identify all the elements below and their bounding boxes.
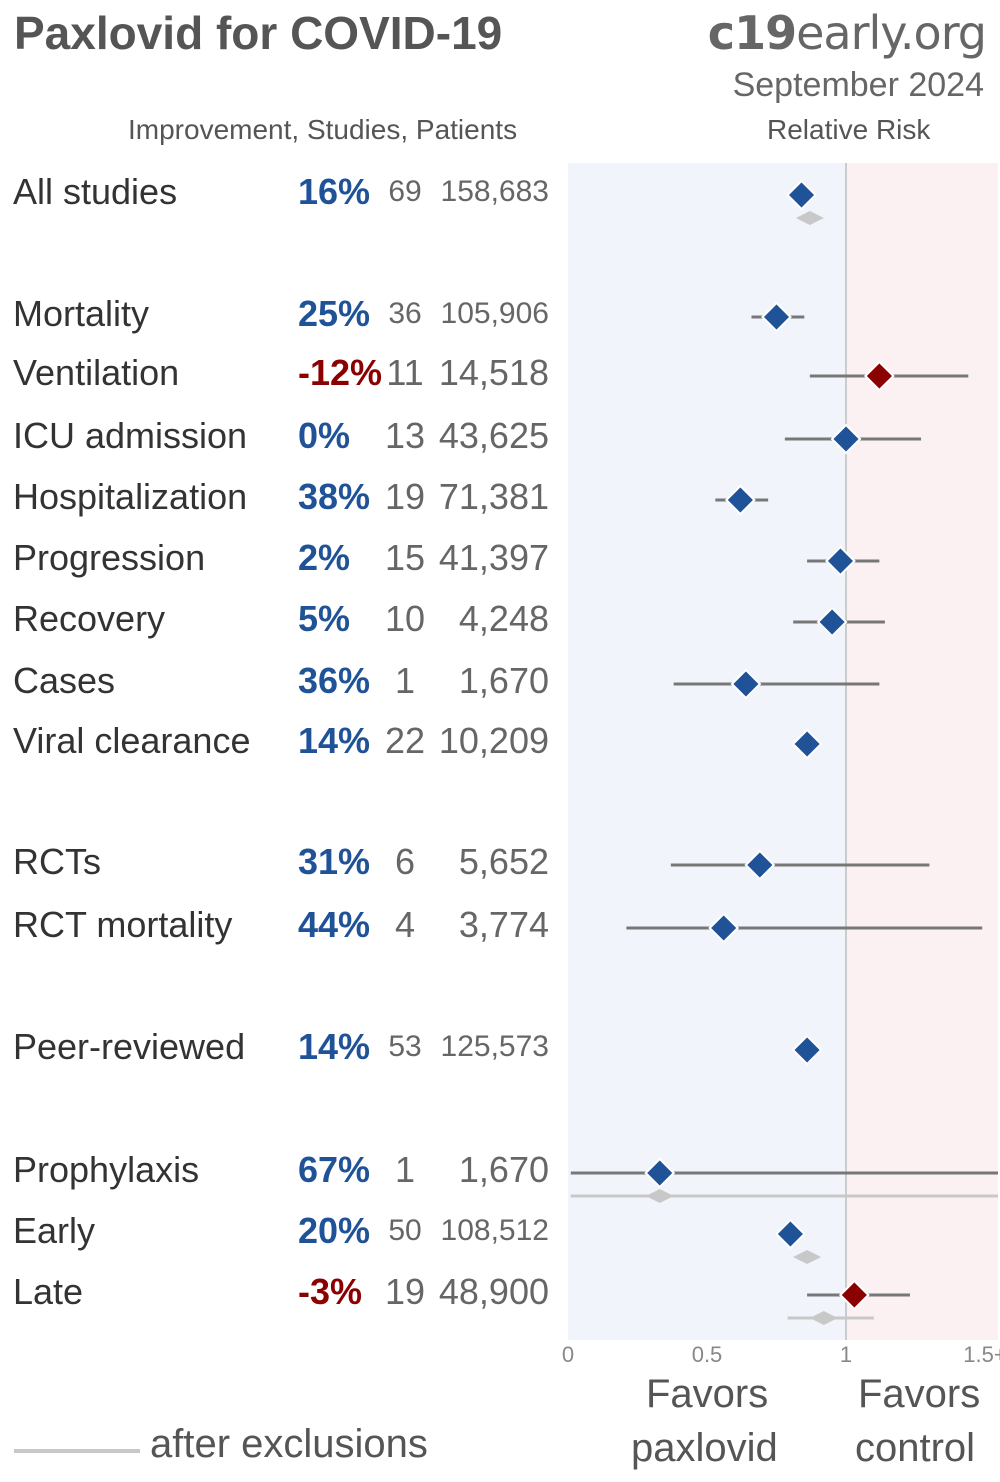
row-label: Ventilation (13, 352, 180, 393)
row-improvement: 5% (298, 598, 351, 639)
effect-marker (761, 301, 792, 333)
row-improvement: 20% (298, 1210, 371, 1251)
site-suffix: early.org (796, 6, 987, 60)
row-patients: 4,248 (458, 598, 549, 639)
effect-marker (830, 423, 862, 455)
date-label: September 2024 (732, 66, 984, 104)
row-studies: 11 (386, 352, 424, 393)
row-studies: 15 (384, 537, 426, 578)
row-label: Early (13, 1210, 96, 1251)
row-studies: 50 (388, 1214, 422, 1247)
after-exclusions-marker (645, 1189, 674, 1203)
effect-marker (730, 668, 762, 700)
effect-marker (791, 728, 823, 760)
after-exclusions-marker (795, 211, 824, 225)
row-label: ICU admission (13, 415, 248, 456)
row-patients: 1,670 (458, 660, 549, 701)
row-improvement: 44% (298, 904, 371, 945)
effect-marker (744, 849, 776, 881)
row-patients: 43,625 (438, 415, 549, 456)
row-label: Recovery (13, 598, 166, 639)
row-patients: 14,518 (438, 352, 549, 393)
row-improvement: 25% (298, 293, 371, 334)
row-label: Late (13, 1271, 84, 1312)
favors-treatment-line2: paxlovid (631, 1426, 778, 1470)
row-label: Prophylaxis (13, 1149, 200, 1190)
row-improvement: 2% (298, 537, 351, 578)
effect-marker (791, 1034, 823, 1066)
row-label: Progression (13, 537, 206, 578)
row-improvement: 14% (298, 720, 371, 761)
effect-marker (724, 484, 756, 516)
row-studies: 69 (388, 175, 422, 208)
favors-treatment-line1: Favors (646, 1372, 769, 1416)
row-studies: 53 (388, 1030, 422, 1063)
after-exclusions-legend: after exclusions (150, 1422, 428, 1466)
x-tick-label: 0 (562, 1342, 574, 1367)
row-improvement: 31% (298, 841, 371, 882)
column-headers: Improvement, Studies, Patients (128, 114, 518, 145)
favors-control-line2: control (855, 1426, 976, 1470)
row-patients: 3,774 (458, 904, 549, 945)
row-patients: 125,573 (440, 1030, 549, 1063)
row-label: Viral clearance (13, 720, 251, 761)
row-patients: 1,670 (458, 1149, 549, 1190)
row-label: Mortality (13, 293, 150, 334)
row-studies: 19 (384, 476, 426, 517)
row-label: Hospitalization (13, 476, 248, 517)
row-improvement: 67% (298, 1149, 371, 1190)
x-tick-label: 1 (840, 1342, 852, 1367)
effect-marker (774, 1218, 806, 1250)
row-studies: 22 (384, 720, 426, 761)
after-exclusions-marker (809, 1311, 838, 1325)
effect-marker (708, 912, 740, 944)
effect-marker (786, 179, 817, 211)
after-exclusions-marker (793, 1250, 822, 1264)
row-improvement: 16% (298, 171, 371, 212)
effect-marker (838, 1279, 870, 1311)
row-label: All studies (13, 171, 178, 212)
row-studies: 4 (394, 904, 416, 945)
row-patients: 105,906 (440, 297, 549, 330)
favors-control-line1: Favors (858, 1372, 981, 1416)
effect-marker (644, 1157, 676, 1189)
row-studies: 1 (394, 1149, 416, 1190)
row-studies: 19 (384, 1271, 426, 1312)
row-improvement: 14% (298, 1026, 371, 1067)
row-improvement: 38% (298, 476, 371, 517)
row-improvement: 0% (298, 415, 351, 456)
row-label: RCT mortality (13, 904, 233, 945)
row-studies: 6 (394, 841, 416, 882)
row-patients: 10,209 (438, 720, 549, 761)
site-prefix: c19 (707, 6, 797, 60)
row-label: Peer-reviewed (13, 1026, 246, 1067)
x-tick-label: 0.5 (692, 1342, 723, 1367)
row-patients: 158,683 (440, 175, 549, 208)
page-title: Paxlovid for COVID-19 (14, 7, 503, 59)
row-label: RCTs (13, 841, 101, 882)
row-patients: 108,512 (440, 1214, 549, 1247)
effect-marker (825, 545, 856, 577)
row-improvement: 36% (298, 660, 371, 701)
row-patients: 5,652 (458, 841, 549, 882)
site-name[interactable]: c19early.org (707, 6, 987, 60)
row-studies: 10 (384, 598, 426, 639)
x-tick-label: 1.5+ (963, 1342, 1000, 1367)
row-improvement: -12% (298, 352, 383, 393)
row-patients: 41,397 (438, 537, 549, 578)
row-studies: 36 (388, 297, 422, 330)
row-label: Cases (13, 660, 116, 701)
row-improvement: -3% (298, 1271, 363, 1312)
relative-risk-header: Relative Risk (767, 114, 931, 145)
row-patients: 71,381 (438, 476, 549, 517)
row-studies: 1 (394, 660, 416, 701)
row-patients: 48,900 (438, 1271, 549, 1312)
effect-marker (863, 360, 895, 392)
row-studies: 13 (384, 415, 426, 456)
effect-marker (816, 606, 848, 638)
favors-control-region (846, 163, 998, 1340)
